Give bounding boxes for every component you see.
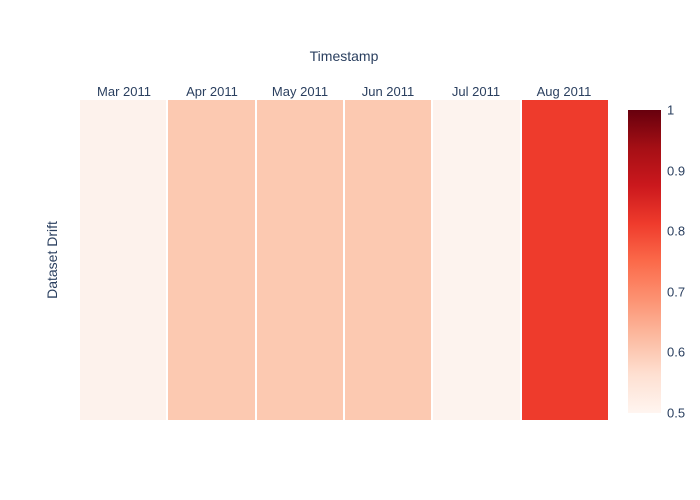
x-tick-label: Jul 2011 — [451, 84, 501, 99]
x-tick-label: May 2011 — [271, 84, 329, 99]
colorbar-tick-label: 0.8 — [667, 223, 686, 239]
x-tick-label: Jun 2011 — [361, 84, 415, 99]
heatmap-cell[interactable] — [433, 100, 520, 420]
x-tick-label: Aug 2011 — [536, 84, 592, 99]
x-tick-label: Mar 2011 — [97, 84, 151, 99]
colorbar-tick-label: 1 — [667, 102, 675, 118]
heatmap-cell[interactable] — [256, 100, 343, 420]
colorbar-tick-label: 0.5 — [667, 405, 686, 421]
colorbar-tick-label: 0.9 — [667, 163, 686, 179]
heatmap-cell[interactable] — [344, 100, 432, 420]
x-tick-label: Apr 2011 — [186, 84, 238, 99]
colorbar-tick-label: 0.6 — [667, 344, 686, 360]
colorbar-gradient — [628, 110, 661, 413]
x-axis-title: Timestamp — [309, 48, 379, 64]
y-axis-title: Dataset Drift — [44, 221, 60, 299]
x-axis-tick-labels: Mar 2011 Apr 2011 May 2011 Jun 2011 Jul … — [80, 84, 608, 99]
heatmap-plot-area — [80, 100, 608, 420]
heatmap-cell[interactable] — [80, 100, 167, 420]
heatmap-cell[interactable] — [168, 100, 255, 420]
colorbar-tick-label: 0.7 — [667, 284, 686, 300]
heatmap-cell[interactable] — [521, 100, 608, 420]
